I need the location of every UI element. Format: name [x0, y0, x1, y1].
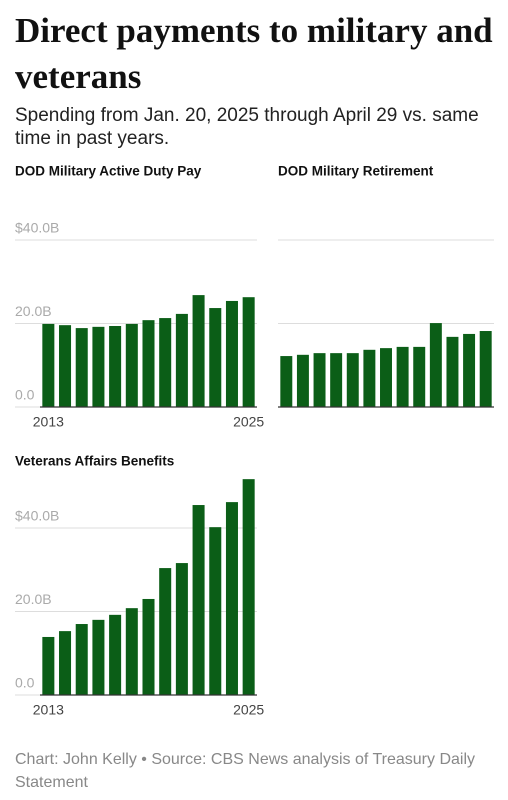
bar — [109, 614, 122, 695]
x-tick-label: 2025 — [233, 414, 264, 430]
bar — [109, 326, 122, 407]
bar — [363, 349, 376, 407]
bar — [479, 331, 492, 407]
x-tick-label: 2025 — [233, 702, 264, 718]
bar — [396, 346, 409, 407]
subtitle: Spending from Jan. 20, 2025 through Apri… — [15, 105, 479, 149]
bar — [242, 297, 255, 407]
bar — [42, 323, 55, 407]
bar — [429, 323, 442, 407]
bar — [192, 505, 205, 695]
bar — [142, 598, 155, 695]
bar — [346, 353, 359, 407]
bar — [75, 328, 88, 407]
bar — [175, 313, 188, 407]
bar — [59, 631, 72, 695]
y-tick-label: $40.0B — [15, 220, 59, 236]
bar — [413, 346, 426, 407]
y-tick-label: 20.0B — [15, 591, 52, 607]
bar — [209, 308, 222, 407]
bar — [92, 326, 105, 407]
x-tick-label: 2013 — [33, 702, 64, 718]
bar — [42, 636, 55, 695]
y-tick-label: $40.0B — [15, 508, 59, 524]
bar — [225, 502, 238, 695]
bar — [296, 354, 309, 407]
bar — [159, 318, 172, 407]
y-tick-label: 20.0B — [15, 303, 52, 319]
bar — [330, 353, 343, 407]
y-tick-label: 0.0 — [15, 675, 35, 691]
y-tick-label: 0.0 — [15, 387, 35, 403]
x-tick-label: 2013 — [33, 414, 64, 430]
bar — [75, 624, 88, 695]
bar — [175, 563, 188, 695]
chart-title: Veterans Affairs Benefits — [15, 454, 174, 469]
chart-title: DOD Military Retirement — [278, 164, 434, 179]
bar — [225, 300, 238, 407]
bar — [209, 527, 222, 695]
bar — [463, 333, 476, 407]
bar — [313, 353, 326, 407]
bar — [192, 295, 205, 407]
bar — [142, 320, 155, 407]
title: Direct payments to military and veterans — [15, 11, 493, 96]
bar — [125, 608, 138, 695]
bar — [242, 479, 255, 695]
bar — [59, 325, 72, 407]
bar — [380, 348, 392, 407]
bar — [92, 619, 105, 695]
bar — [159, 568, 172, 695]
footer: Chart: John Kelly • Source: CBS News ana… — [15, 751, 475, 791]
bar — [280, 356, 293, 407]
chart-title: DOD Military Active Duty Pay — [15, 164, 202, 179]
bar — [125, 323, 138, 407]
bar — [446, 336, 459, 407]
